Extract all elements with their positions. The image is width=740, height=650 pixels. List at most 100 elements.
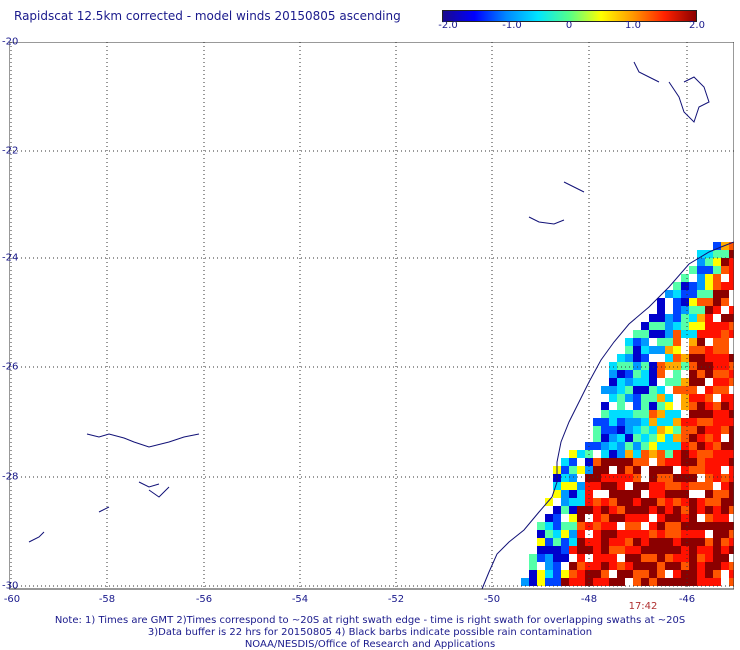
lon-label--52: -52 [387, 594, 405, 605]
wind-cell [665, 530, 673, 538]
wind-cell [649, 322, 657, 330]
wind-cell [681, 562, 689, 570]
wind-cell [681, 546, 689, 554]
wind-cell [593, 514, 601, 522]
wind-cell [657, 362, 665, 370]
coastline-segment [563, 181, 585, 193]
wind-cell [633, 530, 641, 538]
wind-cell [721, 266, 729, 274]
wind-cell [537, 570, 545, 578]
wind-cell [617, 570, 625, 578]
wind-cell [569, 458, 577, 466]
wind-cell [697, 370, 705, 378]
coastline-segment [98, 506, 110, 513]
wind-cell [713, 298, 721, 306]
wind-cell [641, 506, 649, 514]
wind-cell [689, 370, 697, 378]
wind-cell [689, 458, 697, 466]
wind-cell [625, 554, 633, 562]
wind-cell [641, 442, 649, 450]
wind-cell [625, 474, 633, 482]
wind-cell [705, 362, 713, 370]
wind-cell [681, 330, 689, 338]
wind-cell [617, 514, 625, 522]
wind-cell [729, 482, 734, 490]
wind-cell [633, 466, 641, 474]
wind-cell [697, 434, 705, 442]
wind-cell [729, 538, 734, 546]
wind-cell [705, 570, 713, 578]
wind-cell [705, 538, 713, 546]
wind-cell [681, 450, 689, 458]
lon-label--48: -48 [580, 594, 598, 605]
wind-cell [729, 274, 734, 282]
wind-cell [713, 306, 721, 314]
wind-cell [545, 570, 553, 578]
wind-cell [609, 458, 617, 466]
wind-cell [625, 530, 633, 538]
wind-cell [553, 570, 561, 578]
wind-cell [697, 562, 705, 570]
wind-cell [673, 354, 681, 362]
wind-cell [649, 402, 657, 410]
wind-cell [593, 498, 601, 506]
wind-cell [641, 434, 649, 442]
wind-cell [705, 298, 713, 306]
wind-cell [673, 330, 681, 338]
wind-cell [553, 538, 561, 546]
wind-cell [673, 562, 681, 570]
wind-cell [689, 506, 697, 514]
wind-cell [633, 490, 641, 498]
wind-cell [697, 274, 705, 282]
wind-cell [689, 322, 697, 330]
wind-cell [713, 578, 721, 586]
wind-cell [721, 458, 729, 466]
wind-cell [697, 402, 705, 410]
wind-cell [721, 370, 729, 378]
wind-cell [713, 530, 721, 538]
wind-cell [641, 354, 649, 362]
wind-cell [625, 370, 633, 378]
wind-cell [657, 426, 665, 434]
wind-cell [641, 530, 649, 538]
wind-cell [705, 562, 713, 570]
wind-cell [609, 498, 617, 506]
wind-cell [625, 562, 633, 570]
wind-cell [713, 458, 721, 466]
wind-cell [593, 538, 601, 546]
wind-cell [617, 562, 625, 570]
wind-cell [657, 562, 665, 570]
wind-cell [713, 378, 721, 386]
wind-cell [681, 394, 689, 402]
wind-cell [633, 354, 641, 362]
wind-cell [713, 434, 721, 442]
wind-cell [561, 530, 569, 538]
wind-cell [681, 514, 689, 522]
wind-cell [729, 250, 734, 258]
wind-cell [617, 442, 625, 450]
wind-cell [577, 546, 585, 554]
wind-cell [665, 290, 673, 298]
wind-cell [681, 490, 689, 498]
wind-cell [649, 378, 657, 386]
wind-cell [593, 570, 601, 578]
wind-cell [657, 506, 665, 514]
wind-cell [697, 442, 705, 450]
wind-cell [625, 378, 633, 386]
wind-cell [729, 322, 734, 330]
wind-cell [713, 450, 721, 458]
wind-cell [673, 442, 681, 450]
wind-cell [617, 498, 625, 506]
wind-cell [673, 570, 681, 578]
wind-cell [705, 250, 713, 258]
wind-cell [625, 362, 633, 370]
wind-cell [697, 306, 705, 314]
wind-cell [729, 394, 734, 402]
wind-cell [721, 482, 729, 490]
wind-cell [713, 258, 721, 266]
wind-cell [681, 434, 689, 442]
wind-cell [617, 394, 625, 402]
wind-cell [601, 418, 609, 426]
wind-cell [617, 546, 625, 554]
wind-cell [617, 482, 625, 490]
